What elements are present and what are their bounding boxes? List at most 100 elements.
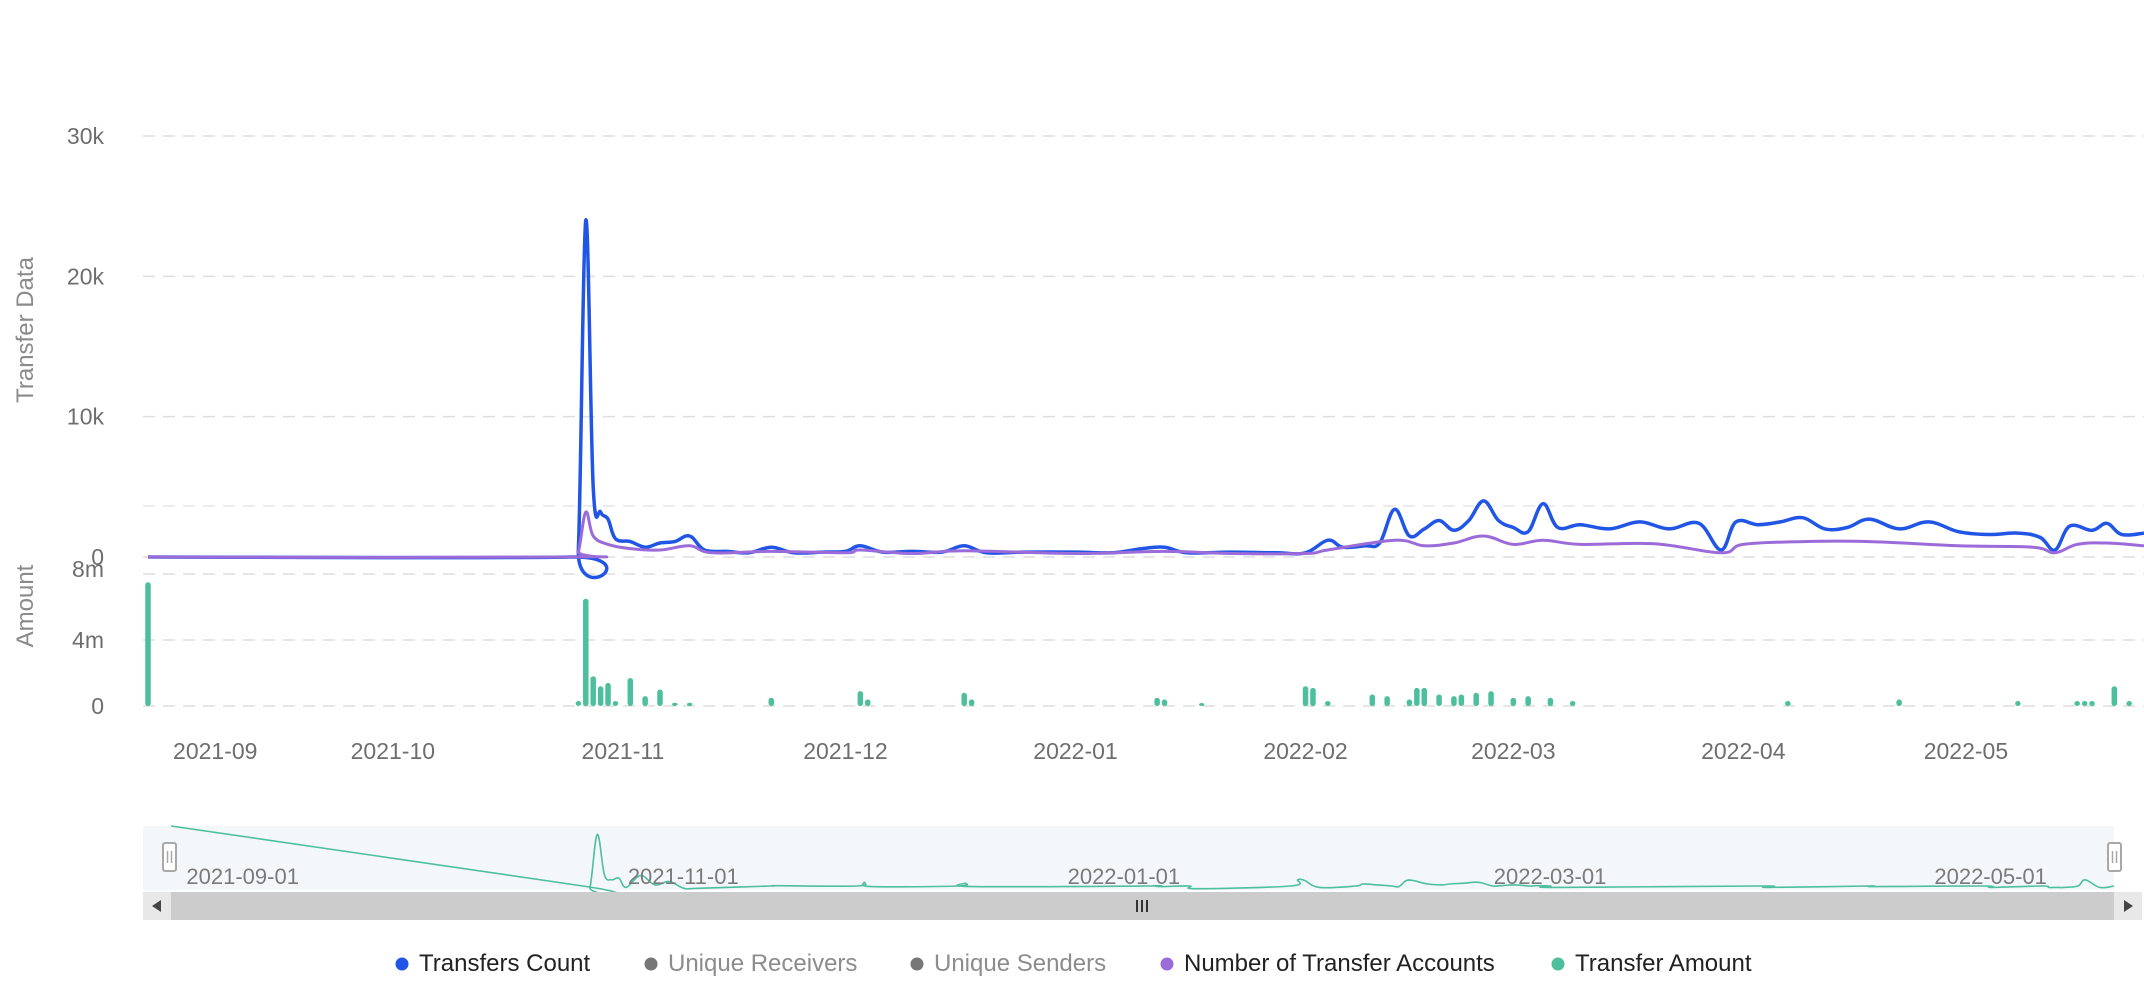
transfer-amount-bar [1451,696,1457,706]
transfer-amount-bar [672,702,678,706]
transfer-amount-bar [583,598,589,706]
x-axis-ticks: 2021-09 2021-10 2021-11 2021-12 2022-01 2022-… [173,738,2008,764]
datazoom-slider[interactable]: 2021-09-01 2021-11-01 2022-01-01 2022-03-01… [143,825,2142,920]
transfer-amount-bar [1510,697,1517,706]
transfer-amount-bar [686,702,693,706]
bottom-y-ticks: 0 4m 8m [72,556,104,719]
transfer-amount-bar [968,699,975,706]
bottom-grid [143,573,2144,707]
transfer-amount-bar [575,701,582,706]
x-tick-label: 2022-02 [1263,738,1347,764]
transfers-count-line [147,218,2144,580]
datazoom-preview-line [170,825,2115,896]
transfer-amount-bar [627,677,634,706]
transfer-amount-bar [1421,687,1428,706]
transfer-amount-bar [857,691,864,706]
transfer-amount-bar [768,697,775,706]
legend: Transfers Count Unique Receivers Unique Se… [395,950,1752,977]
legend-label: Unique Receivers [668,950,857,977]
transfer-amount-bar [1525,696,1531,706]
transfer-amount-bar [1785,701,1791,706]
x-tick-label: 2022-05 [1924,738,2008,764]
top-y-tick-label: 10k [67,404,105,430]
top-y-tick-label: 20k [67,263,105,289]
transfer-amount-bar [590,676,596,706]
legend-marker [395,957,409,971]
legend-marker [1160,957,1174,971]
x-tick-label: 2021-10 [351,738,435,764]
datazoom-right-handle[interactable] [2107,842,2122,872]
top-y-tick-label: 0 [91,544,104,570]
transfer-amount-bar [961,692,967,706]
top-y-axis-label: Transfer Data [12,256,39,402]
legend-label: Unique Senders [934,950,1106,977]
transfer-amount-bar [2081,701,2088,706]
legend-item-transfer-amount[interactable]: Transfer Amount [1551,950,1752,977]
datazoom-scroll-right-arrow-icon [2124,900,2133,912]
legend-item-number-of-transfer-accounts[interactable]: Number of Transfer Accounts [1160,950,1495,977]
transfer-amount-bar [1414,687,1420,706]
transfer-amount-bar [1896,699,1902,706]
x-tick-label: 2022-03 [1471,738,1555,764]
legend-marker [910,957,924,971]
transfer-amount-bar [1302,686,1309,706]
transfer-amount-bar [1569,701,1576,706]
legend-label: Transfers Count [419,950,591,977]
top-y-ticks: 0 10k 20k 30k [67,123,105,570]
transfer-amount-bar [145,582,151,706]
legend-marker [1551,957,1565,971]
transfer-amount-bar [642,696,648,706]
transfer-amount-bar [1310,687,1316,706]
datazoom-tick-label: 2021-11-01 [628,864,739,889]
datazoom-labels: 2021-09-01 2021-11-01 2022-01-01 2022-03-01… [186,864,2047,889]
legend-label: Transfer Amount [1575,950,1752,977]
datazoom-background [143,826,2114,890]
transfer-amount-bar [605,682,611,706]
transfer-amount-bar [1547,697,1554,706]
datazoom-left-handle[interactable] [162,842,177,872]
transfer-amount-bar [864,699,871,706]
transfer-amount-bar [657,689,663,706]
datazoom-tick-label: 2022-01-01 [1068,864,1181,889]
legend-item-unique-receivers[interactable]: Unique Receivers [644,950,858,977]
transfer-amount-bar [2126,701,2132,706]
top-series-lines [147,218,2144,580]
transfer-amount-bar [2111,686,2118,706]
bottom-y-tick-label: 4m [72,627,104,653]
transfer-amount-bar [1406,699,1413,706]
transfer-amount-bar [2074,701,2080,706]
transfer-amount-bar [1369,694,1376,706]
transfer-amount-bar [1458,694,1465,706]
transfer-amount-bar [597,686,604,706]
transfer-amount-bars [145,582,2132,706]
bottom-y-axis-label: Amount [12,564,39,647]
bottom-y-tick-label: 8m [72,556,104,582]
legend-item-transfers-count[interactable]: Transfers Count [395,950,591,977]
transfer-amount-bar [1436,694,1442,706]
x-tick-label: 2021-12 [803,738,887,764]
number-of-transfer-accounts-line [147,510,2144,559]
x-tick-label: 2022-04 [1701,738,1786,764]
transfer-amount-bar [1473,692,1479,706]
transfer-amount-bar [1198,703,1205,706]
transfer-amount-bar [1161,699,1168,706]
legend-label: Number of Transfer Accounts [1184,950,1495,977]
top-grid [143,135,2144,558]
transfer-amount-bar [1384,696,1390,706]
transfer-amount-bar [612,701,619,706]
x-tick-label: 2022-01 [1033,738,1117,764]
datazoom-scroll-left-arrow-icon [152,900,161,912]
transfer-amount-bar [2089,701,2095,706]
transfer-amount-bar [1488,691,1494,706]
x-tick-label: 2021-09 [173,738,257,764]
top-y-tick-label: 30k [67,123,105,149]
transfer-amount-bar [2015,701,2021,706]
x-tick-label: 2021-11 [582,738,665,764]
legend-item-unique-senders[interactable]: Unique Senders [910,950,1107,977]
transfer-amount-bar [1325,701,1331,706]
bottom-y-tick-label: 0 [91,693,104,719]
datazoom-tick-label: 2022-05-01 [1934,864,2047,889]
datazoom-tick-label: 2021-09-01 [186,864,299,889]
